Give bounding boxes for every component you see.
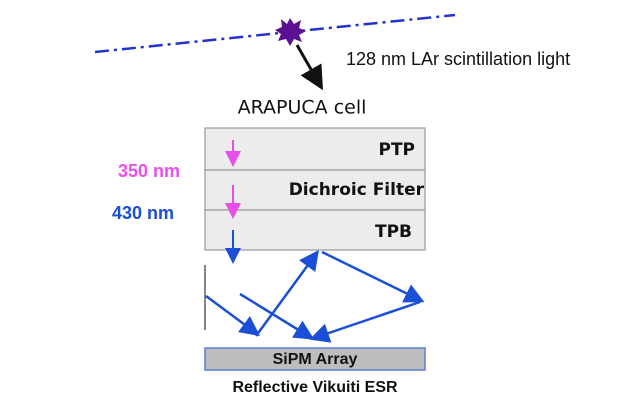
flash	[275, 18, 306, 46]
layer	[204, 127, 426, 171]
wavelength-label: 350 nm	[118, 161, 180, 181]
layer-label: PTP	[378, 140, 415, 160]
layer-label: TPB	[375, 222, 412, 242]
sipm	[204, 347, 426, 371]
layer	[204, 209, 426, 251]
layer	[204, 169, 426, 211]
wavelength-label: 430 nm	[112, 203, 174, 223]
light-arrow	[295, 44, 323, 91]
cell-label: ARAPUCA cell	[238, 97, 367, 119]
reflector-label: Reflective Vikuiti ESR	[232, 379, 398, 396]
sipm-label: SiPM Array	[273, 351, 358, 368]
source-label: 128 nm LAr scintillation light	[346, 49, 570, 69]
reflections	[205, 249, 425, 343]
layer-label: Dichroic Filter	[289, 180, 425, 200]
track	[94, 13, 456, 54]
